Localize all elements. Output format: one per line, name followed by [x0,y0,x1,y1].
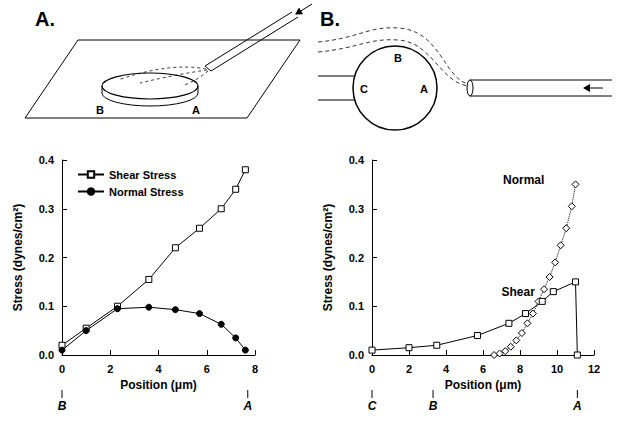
svg-text:B: B [394,52,402,64]
svg-text:Stress (dynes/cm²): Stress (dynes/cm²) [321,204,335,311]
svg-text:A: A [420,83,428,95]
svg-text:0.4: 0.4 [39,154,55,166]
svg-text:6: 6 [480,363,486,375]
svg-text:4: 4 [443,363,450,375]
svg-text:Position (μm): Position (μm) [445,378,522,392]
svg-text:0.2: 0.2 [39,252,54,264]
svg-text:0.4: 0.4 [349,154,365,166]
svg-text:0.1: 0.1 [349,300,364,312]
svg-text:0.1: 0.1 [39,300,54,312]
svg-text:Stress (dynes/cm²): Stress (dynes/cm²) [11,204,25,311]
svg-text:2: 2 [107,363,113,375]
svg-text:0.2: 0.2 [349,252,364,264]
svg-text:A: A [192,104,200,116]
svg-text:4: 4 [155,363,162,375]
svg-text:Normal: Normal [503,173,544,187]
svg-text:C: C [360,83,368,95]
svg-text:0.3: 0.3 [349,203,364,215]
svg-text:C: C [368,399,377,413]
svg-text:2: 2 [406,363,412,375]
svg-text:B: B [58,399,67,413]
svg-text:0.0: 0.0 [39,349,54,361]
svg-text:10: 10 [551,363,563,375]
svg-text:8: 8 [517,363,523,375]
svg-text:A: A [242,399,252,413]
svg-text:0.3: 0.3 [39,203,54,215]
svg-text:A.: A. [35,8,55,30]
svg-text:Position (μm): Position (μm) [120,378,197,392]
svg-text:6: 6 [204,363,210,375]
svg-text:Normal Stress: Normal Stress [109,186,184,198]
svg-text:0: 0 [369,363,375,375]
svg-text:8: 8 [252,363,258,375]
svg-text:12: 12 [588,363,600,375]
svg-text:B: B [96,104,104,116]
svg-text:B.: B. [320,8,340,30]
svg-text:0.0: 0.0 [349,349,364,361]
svg-text:Shear Stress: Shear Stress [109,169,176,181]
svg-text:B: B [429,399,438,413]
svg-text:0: 0 [59,363,65,375]
svg-text:Shear: Shear [501,285,535,299]
svg-text:A: A [572,399,582,413]
